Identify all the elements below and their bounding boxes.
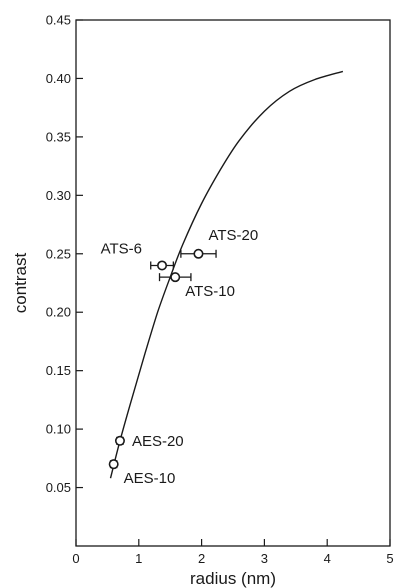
y-axis-label: contrast <box>11 252 30 313</box>
x-axis-ticks: 0 1 2 3 4 5 <box>72 539 394 566</box>
point-ats-6: ATS-6 <box>101 240 174 271</box>
data-points: AES-10 AES-20 ATS-6 ATS-10 ATS-20 <box>101 227 259 487</box>
point-aes-10: AES-10 <box>108 459 176 487</box>
x-tick-label-2: 2 <box>198 551 205 566</box>
marker <box>108 459 119 470</box>
x-tick-label-3: 3 <box>261 551 268 566</box>
y-tick-label-1: 0.10 <box>46 422 71 437</box>
y-tick-label-4: 0.25 <box>46 246 71 261</box>
plot-frame <box>75 19 391 547</box>
x-tick-label-5: 5 <box>386 551 393 566</box>
x-tick-label-1: 1 <box>135 551 142 566</box>
y-tick-label-3: 0.20 <box>46 305 71 320</box>
marker <box>114 435 125 446</box>
point-label: ATS-20 <box>208 227 258 244</box>
point-label: ATS-10 <box>185 283 235 300</box>
x-axis-label: radius (nm) <box>190 569 276 588</box>
y-tick-label-8: 0.45 <box>46 13 71 28</box>
point-label: AES-20 <box>132 433 184 450</box>
point-label: ATS-6 <box>101 240 142 257</box>
point-ats-10: ATS-10 <box>158 272 235 300</box>
y-axis-ticks: 0.05 0.10 0.15 0.20 0.25 0.30 0.35 0.40 0.45 <box>46 13 83 495</box>
x-tick-label-0: 0 <box>72 551 79 566</box>
point-ats-20: ATS-20 <box>180 227 258 259</box>
y-tick-label-5: 0.30 <box>46 188 71 203</box>
y-tick-label-0: 0.05 <box>46 480 71 495</box>
marker <box>193 248 204 259</box>
point-label: AES-10 <box>124 470 176 487</box>
y-tick-label-7: 0.40 <box>46 71 71 86</box>
fit-curve <box>109 70 344 479</box>
y-tick-label-2: 0.15 <box>46 363 71 378</box>
marker <box>157 260 168 271</box>
marker <box>170 272 181 283</box>
point-aes-20: AES-20 <box>114 433 184 450</box>
x-tick-label-4: 4 <box>324 551 331 566</box>
y-tick-label-6: 0.35 <box>46 129 71 144</box>
